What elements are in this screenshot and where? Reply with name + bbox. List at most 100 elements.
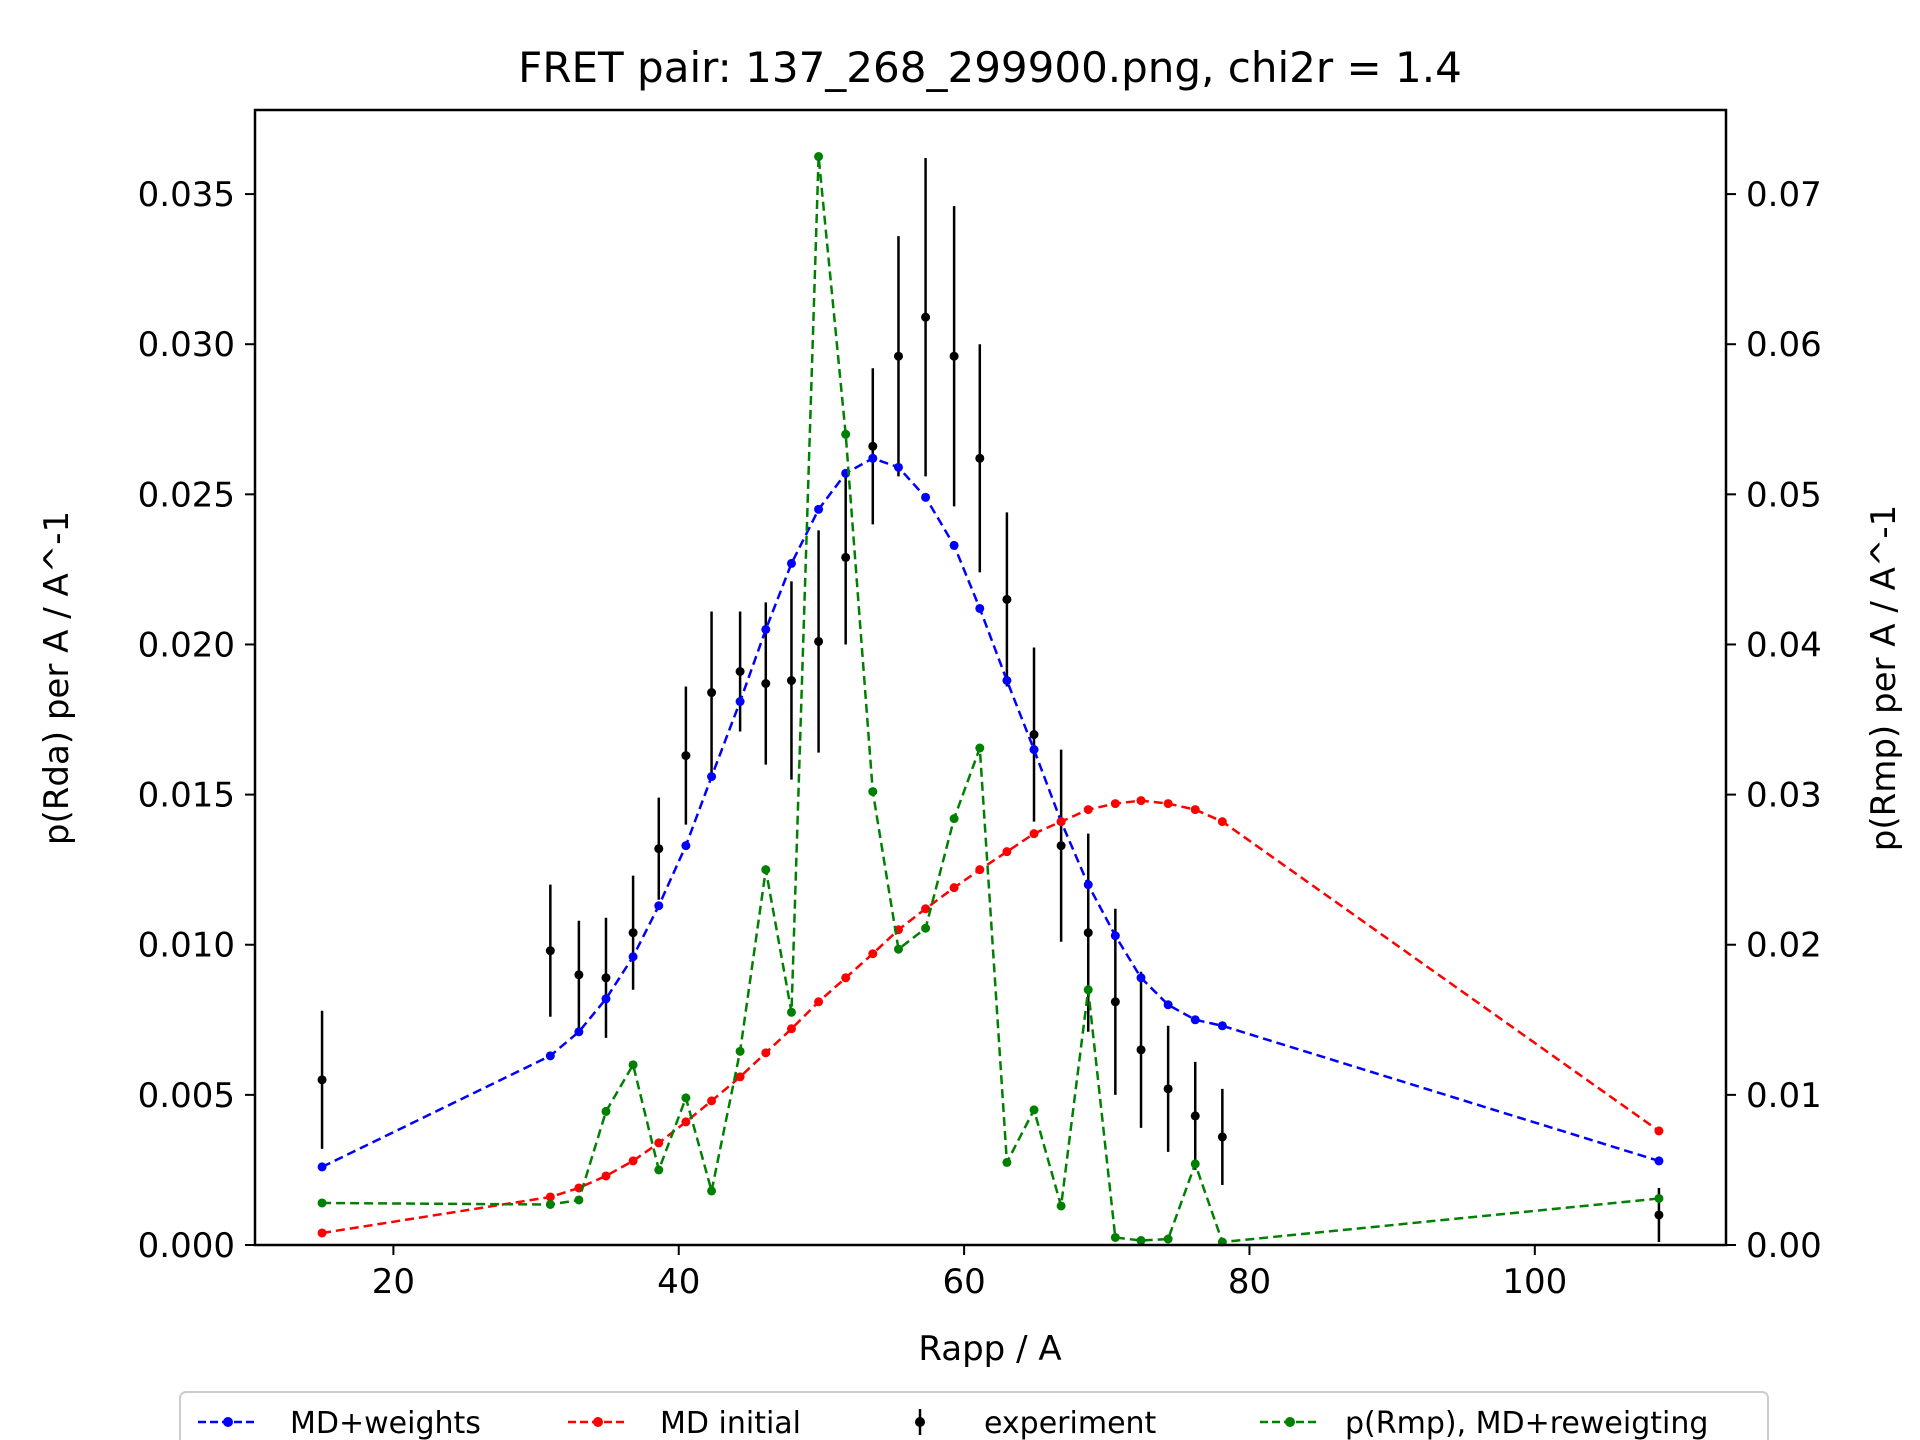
series-point [761, 1048, 771, 1058]
series-point [601, 994, 611, 1004]
series-point [761, 624, 771, 634]
x-tick-label: 60 [942, 1262, 985, 1302]
experiment-point [1029, 730, 1039, 740]
legend-frame [179, 1391, 1769, 1440]
series-point [1083, 805, 1093, 815]
series-point [1654, 1193, 1664, 1203]
series-point [1083, 880, 1093, 890]
series-md-initial [317, 796, 1664, 1238]
y2-tick-label: 0.05 [1746, 475, 1822, 515]
series-point [574, 1027, 584, 1037]
series-point [735, 697, 745, 707]
y-tick-label: 0.015 [138, 776, 235, 816]
series-point [893, 462, 903, 472]
legend-dot-md-weights [223, 1417, 233, 1427]
experiment-point [814, 636, 824, 646]
y-tick-label: 0.025 [138, 475, 235, 515]
series-point [1190, 1159, 1200, 1169]
series-point [786, 1007, 796, 1017]
y2-tick-label: 0.04 [1746, 625, 1822, 665]
series-point [975, 743, 985, 753]
legend-dot-experiment [915, 1417, 925, 1427]
experiment-point [1163, 1084, 1173, 1094]
series-point [868, 453, 878, 463]
series-md-weights [317, 453, 1664, 1172]
x-axis-label: Rapp / A [918, 1329, 1061, 1369]
y-tick-label: 0.010 [138, 926, 235, 966]
y-tick-label: 0.020 [138, 625, 235, 665]
y-tick-label: 0.035 [138, 175, 235, 215]
series-rmp [317, 152, 1664, 1247]
series-point [1654, 1126, 1664, 1136]
series-point [868, 949, 878, 959]
series-line [321, 456, 1660, 1169]
series-point [1029, 1105, 1039, 1115]
series-point [1110, 931, 1120, 941]
x-tick-label: 100 [1502, 1262, 1567, 1302]
series-point [786, 558, 796, 568]
series-point [1163, 1234, 1173, 1244]
series-point [707, 772, 717, 782]
series-point [628, 1156, 638, 1166]
y2-tick-label: 0.06 [1746, 325, 1822, 365]
experiment-point [735, 666, 745, 676]
series-point [735, 1046, 745, 1056]
series-point [814, 997, 824, 1007]
chart-title: FRET pair: 137_268_299900.png, chi2r = 1… [518, 43, 1462, 92]
experiment-point [545, 946, 555, 956]
y-tick-label: 0.000 [138, 1226, 235, 1266]
experiment-point [1190, 1111, 1200, 1121]
experiment-point [975, 453, 985, 463]
experiment-point [681, 751, 691, 761]
series-point [1029, 745, 1039, 755]
experiment-point [1002, 594, 1012, 604]
series-point [1110, 799, 1120, 809]
legend-label-rmp: p(Rmp), MD+reweigting [1345, 1406, 1708, 1440]
series-point [921, 492, 931, 502]
series-point [317, 1162, 327, 1172]
series-point [654, 1138, 664, 1148]
experiment-point [654, 844, 664, 854]
experiment-point [868, 441, 878, 451]
series-point [1083, 985, 1093, 995]
series-point [841, 429, 851, 439]
series-point [921, 904, 931, 914]
series-point [681, 841, 691, 851]
y-axis-right: 0.00 0.01 0.02 0.03 0.04 0.05 0.06 0.07 [1726, 175, 1822, 1266]
x-tick-label: 80 [1228, 1262, 1271, 1302]
series-point [893, 944, 903, 954]
series-point [1217, 817, 1227, 827]
series-point [707, 1096, 717, 1106]
series-experiment [317, 158, 1664, 1242]
y-tick-label: 0.005 [138, 1076, 235, 1116]
experiment-point [893, 351, 903, 361]
experiment-point [317, 1075, 327, 1085]
series-point [1190, 805, 1200, 815]
series-point [949, 814, 959, 824]
series-point [786, 1024, 796, 1034]
series-point [1136, 1235, 1146, 1245]
series-point [841, 973, 851, 983]
series-point [975, 865, 985, 875]
y-axis-label-right: p(Rmp) per A / A^-1 [1864, 505, 1904, 852]
experiment-point [949, 351, 959, 361]
series-point [1002, 1157, 1012, 1167]
series-point [868, 787, 878, 797]
series-point [1190, 1015, 1200, 1025]
y-tick-label: 0.030 [138, 325, 235, 365]
y-axis-left: 0.000 0.005 0.010 0.015 0.020 0.025 0.030 0.035 [138, 175, 255, 1266]
series-point [545, 1199, 555, 1209]
y2-tick-label: 0.07 [1746, 175, 1822, 215]
y2-tick-label: 0.01 [1746, 1076, 1822, 1116]
series-point [317, 1228, 327, 1238]
series-point [545, 1192, 555, 1202]
plot-frame [253, 108, 1728, 1247]
plot-area [317, 152, 1664, 1247]
experiment-point [1217, 1132, 1227, 1142]
series-point [1217, 1021, 1227, 1031]
experiment-point [841, 552, 851, 562]
series-point [814, 152, 824, 162]
series-point [1163, 799, 1173, 809]
series-point [1056, 817, 1066, 827]
